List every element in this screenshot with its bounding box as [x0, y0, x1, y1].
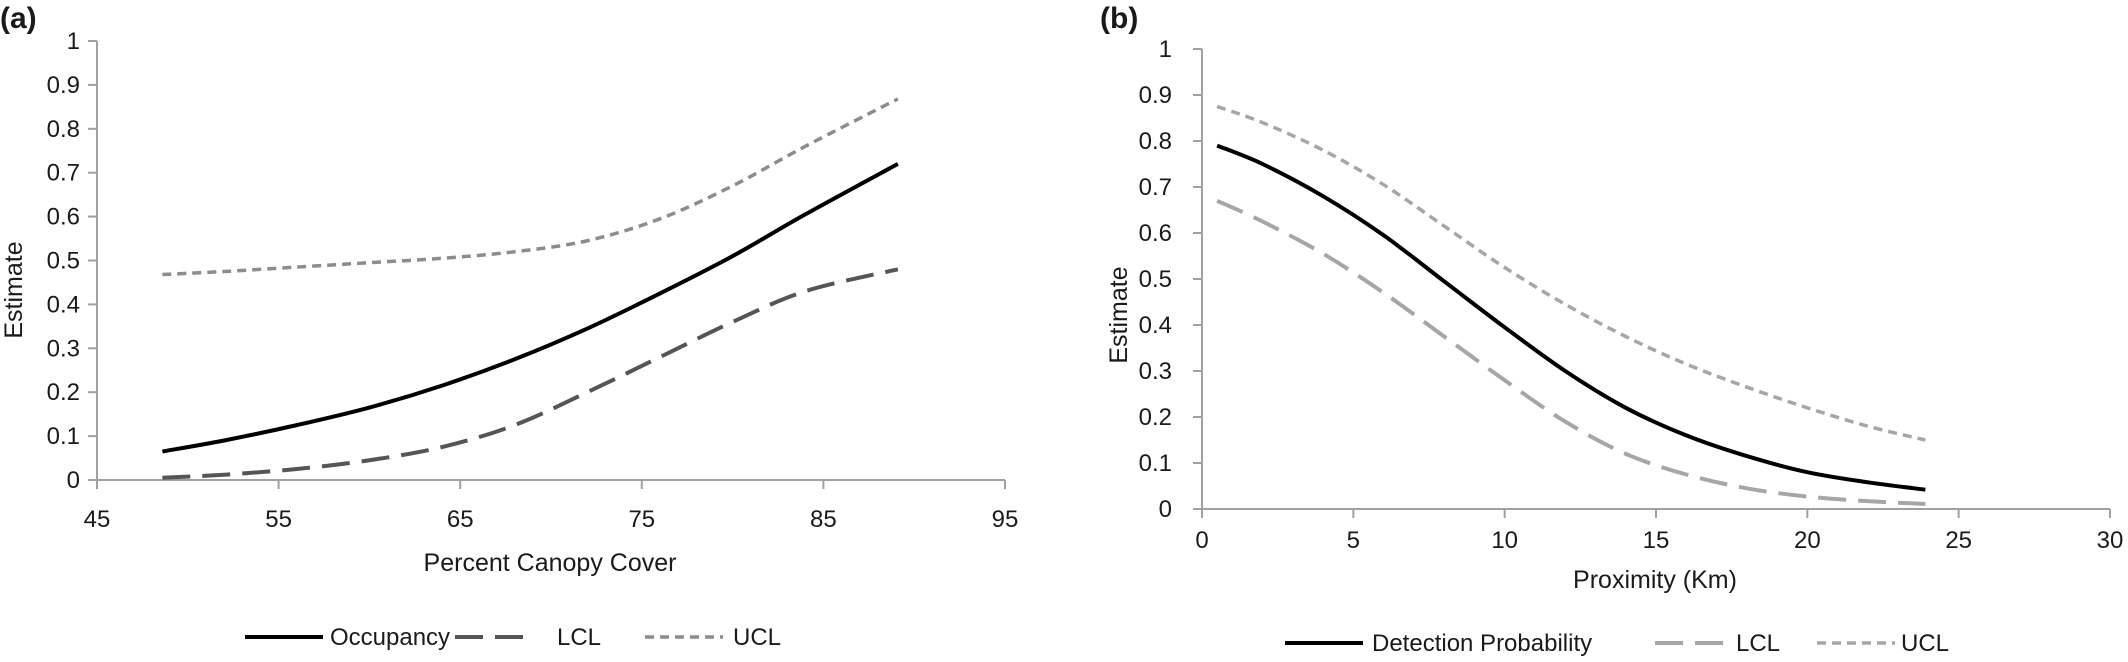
- panel-a-y-tick-label: 0.4: [47, 291, 80, 318]
- panel-a-y-tick-label: 0.7: [47, 160, 80, 187]
- panel-b-x-ticks: 0 5 10 15 20 25 30: [1195, 509, 2123, 554]
- panel-b: (b) 0 0.1 0.2 0.3 0.4 0.5 0.6 0.7 0.8 0.9 1 0 5 10 15…: [1100, 2, 2123, 657]
- panel-a-y-axis-title: Estimate: [0, 241, 28, 338]
- panel-a-y-tick-label: 0.9: [47, 72, 80, 99]
- panel-a-y-tick-label: 0.8: [47, 116, 80, 143]
- panel-a-series-line-occupancy: [162, 162, 899, 454]
- panel-b-y-tick-label: 0.5: [1139, 266, 1172, 293]
- panel-b-x-tick-label: 25: [1945, 527, 1972, 554]
- panel-b-legend: Detection Probability LCL UCL: [1285, 630, 1949, 657]
- panel-b-y-tick-label: 0.2: [1139, 404, 1172, 431]
- panel-a-y-tick-label: 0.1: [47, 423, 80, 450]
- panel-b-series: [1216, 104, 1926, 506]
- panel-b-series-line-lcl: [1216, 198, 1926, 506]
- panel-b-y-tick-label: 0: [1159, 496, 1172, 523]
- panel-b-x-tick-label: 20: [1794, 527, 1821, 554]
- panel-a-y-ticks: 0 0.1 0.2 0.3 0.4 0.5 0.6 0.7 0.8 0.9 1: [47, 28, 97, 494]
- panel-b-y-tick-label: 0.8: [1139, 128, 1172, 155]
- panel-b-y-tick-label: 0.9: [1139, 82, 1172, 109]
- panel-b-series-line-detection-probability: [1216, 143, 1926, 492]
- panel-a-label: (a): [0, 2, 37, 35]
- panel-b-y-tick-label: 0.3: [1139, 358, 1172, 385]
- panel-b-y-axis-title: Estimate: [1105, 266, 1133, 363]
- panel-b-series-line-ucl: [1216, 104, 1926, 442]
- panel-a-y-tick-label: 0.6: [47, 204, 80, 231]
- panel-a-legend: Occupancy LCL UCL: [245, 624, 781, 651]
- panel-b-x-tick-label: 10: [1491, 527, 1518, 554]
- panel-a-series-line-ucl: [162, 97, 899, 277]
- panel-a-series-line-lcl: [162, 267, 899, 480]
- panel-a-x-axis-title: Percent Canopy Cover: [424, 549, 677, 577]
- panel-a-x-tick-label: 95: [992, 506, 1019, 533]
- panel-a-x-tick-label: 55: [265, 506, 292, 533]
- panel-a-y-tick-label: 1: [67, 28, 80, 55]
- panel-a-x-tick-label: 45: [84, 506, 111, 533]
- panel-b-x-tick-label: 5: [1347, 527, 1360, 554]
- panel-b-y-tick-label: 0.1: [1139, 450, 1172, 477]
- panel-a-y-tick-label: 0.3: [47, 335, 80, 362]
- panel-a: (a) 0 0.1 0.2 0.3 0.4 0.5 0.6 0.7 0.8 0.9 1 45 55 65…: [0, 2, 1018, 651]
- panel-a-legend-label: Occupancy: [330, 624, 450, 651]
- panel-b-y-tick-label: 0.6: [1139, 220, 1172, 247]
- panel-a-x-tick-label: 85: [810, 506, 837, 533]
- panel-a-legend-label: UCL: [733, 624, 781, 651]
- panel-b-x-tick-label: 15: [1643, 527, 1670, 554]
- panel-b-legend-label: LCL: [1736, 630, 1780, 657]
- panel-b-y-tick-label: 0.7: [1139, 174, 1172, 201]
- panel-b-x-axis-title: Proximity (Km): [1573, 566, 1737, 594]
- panel-a-legend-label: LCL: [557, 624, 601, 651]
- panel-a-y-tick-label: 0: [67, 467, 80, 494]
- panel-b-label: (b): [1100, 2, 1138, 35]
- panel-a-y-tick-label: 0.2: [47, 379, 80, 406]
- panel-b-y-tick-label: 1: [1159, 36, 1172, 63]
- panel-a-y-tick-label: 0.5: [47, 248, 80, 275]
- panel-b-y-ticks: 0 0.1 0.2 0.3 0.4 0.5 0.6 0.7 0.8 0.9 1: [1139, 36, 1202, 523]
- panel-a-x-tick-label: 65: [447, 506, 474, 533]
- panel-a-x-tick-label: 75: [628, 506, 655, 533]
- panel-b-x-tick-label: 0: [1195, 527, 1208, 554]
- panel-b-legend-label: UCL: [1901, 630, 1949, 657]
- panel-b-legend-label: Detection Probability: [1372, 630, 1592, 657]
- panel-b-y-tick-label: 0.4: [1139, 312, 1172, 339]
- panel-a-x-ticks: 45 55 65 75 85 95: [84, 480, 1019, 533]
- panel-a-series: [162, 97, 899, 480]
- panel-b-x-tick-label: 30: [2097, 527, 2124, 554]
